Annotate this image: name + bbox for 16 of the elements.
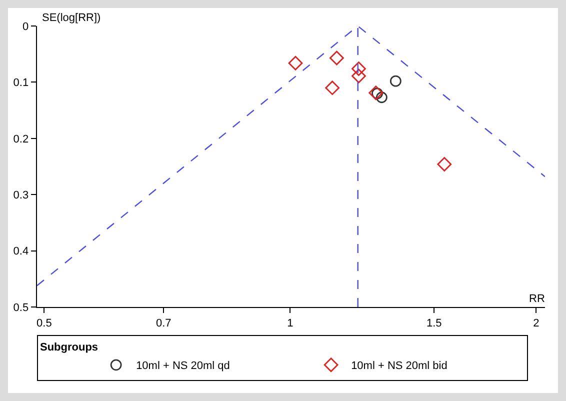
- y-tick-label: 0: [22, 20, 29, 33]
- legend-title: Subgroups: [40, 341, 98, 354]
- y-axis-title: SE(log[RR]): [42, 12, 101, 24]
- y-tick-label: 0.5: [13, 302, 29, 314]
- legend-label: 10ml + NS 20ml qd: [136, 360, 230, 372]
- legend-label: 10ml + NS 20ml bid: [351, 360, 448, 372]
- y-tick-label: 0.1: [13, 77, 29, 90]
- y-tick-label: 0.4: [13, 246, 29, 258]
- y-tick-label: 0.3: [13, 189, 29, 202]
- x-tick-label: 0.7: [156, 317, 172, 330]
- x-axis-title: RR: [529, 293, 545, 305]
- x-tick-label: 1.5: [426, 317, 442, 330]
- x-tick-label: 0.5: [36, 317, 52, 330]
- x-tick-label: 1: [287, 317, 294, 330]
- x-tick-label: 2: [533, 317, 540, 330]
- y-tick-label: 0.2: [13, 133, 29, 146]
